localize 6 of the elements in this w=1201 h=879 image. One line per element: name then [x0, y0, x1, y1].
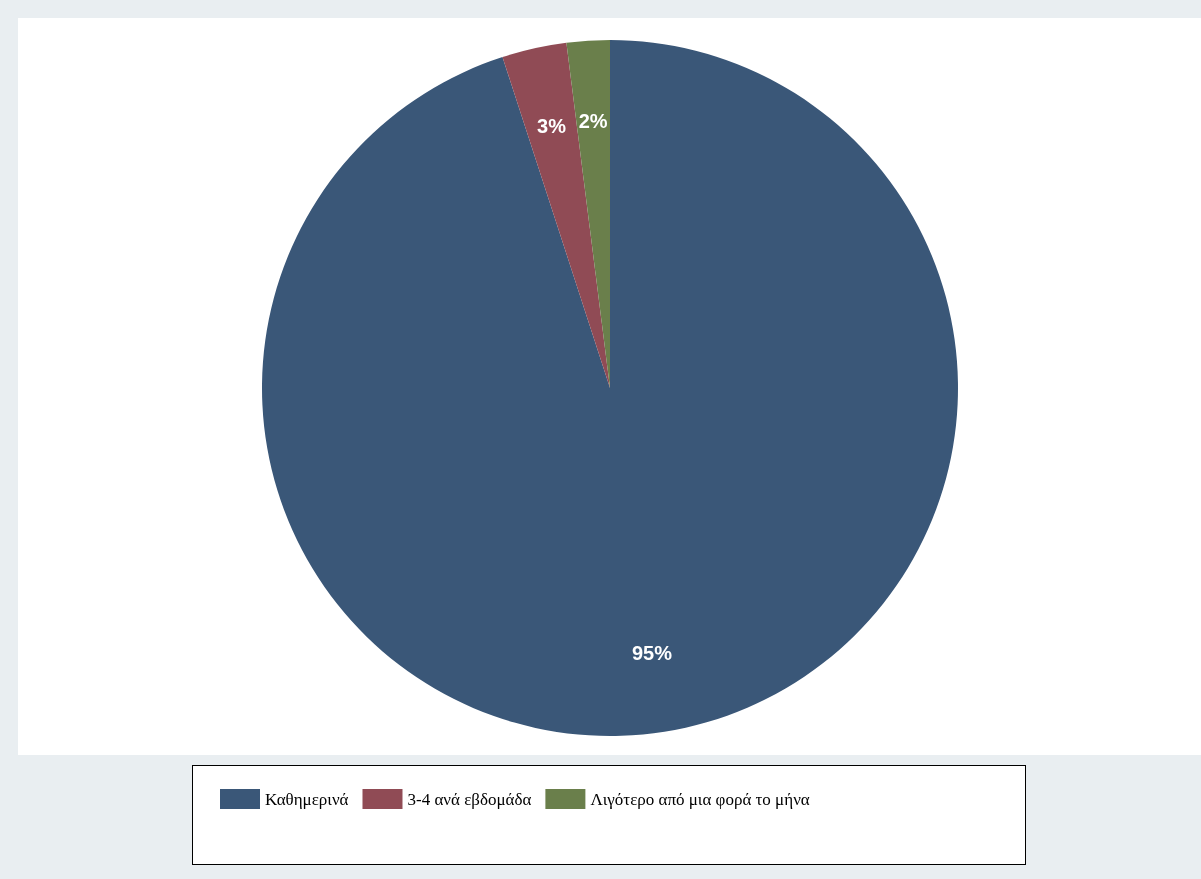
- legend-label: Λιγότερο από μια φορά το μήνα: [590, 789, 810, 809]
- data-label: 3%: [537, 115, 567, 138]
- legend-label: Καθημερινά: [265, 789, 349, 809]
- data-label: 95%: [631, 641, 673, 664]
- legend-label: 3-4 ανά εβδομάδα: [407, 789, 532, 809]
- data-label: 2%: [578, 109, 608, 132]
